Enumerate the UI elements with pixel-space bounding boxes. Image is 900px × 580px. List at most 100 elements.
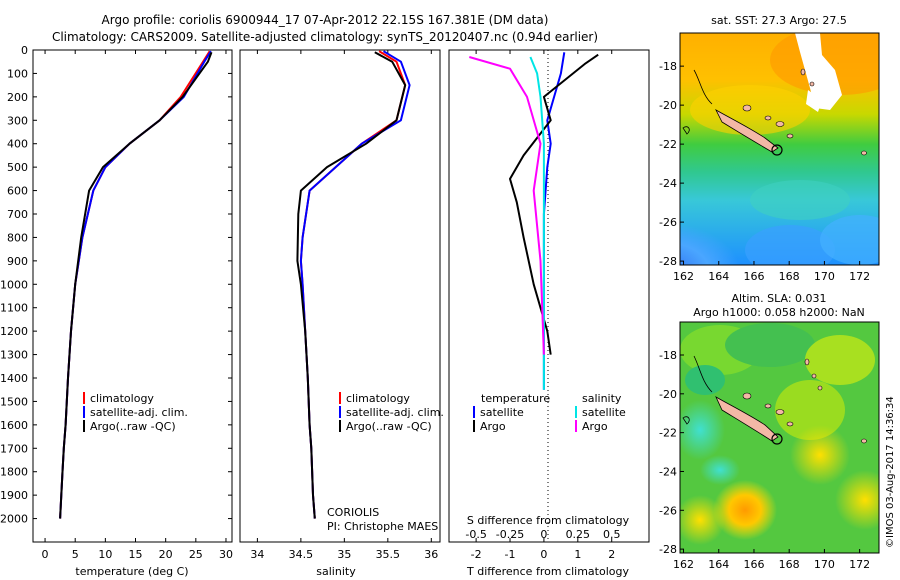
salinity-axes <box>239 49 441 543</box>
x-tick-label: 35 <box>337 548 351 561</box>
lat-tick-label: -24 <box>659 177 677 190</box>
coriolis-label: CORIOLIS <box>327 506 379 519</box>
temperature-x-axis: 0 5 10 15 20 25 30 <box>42 50 233 561</box>
sst-map-axes: 162 164 166 168 170 172 -18 -20 -22 -24 -26 -28 <box>659 60 870 283</box>
depth-tick-label: 1900 <box>0 489 28 502</box>
t-diff-xlabel: T difference from climatology <box>466 565 629 578</box>
difference-panel: -2 -1 0 1 2 -0.5 -0.25 0 0.25 0.5 temperature sat… <box>448 49 650 578</box>
salinity-legend: climatology satellite-adj. clim. Argo(..… <box>339 392 444 433</box>
x-tick-label: 10 <box>98 548 112 561</box>
sla-map-axes: 162 164 166 168 170 172 -18 -20 -22 -24 -26 -28 <box>659 349 870 571</box>
x-tick-label: 35.5 <box>376 548 401 561</box>
depth-tick-label: 200 <box>7 91 28 104</box>
legend-clim-label: climatology <box>90 392 154 405</box>
x-tick-label: 5 <box>72 548 79 561</box>
x-tick-label: 30 <box>219 548 233 561</box>
sla-map-panel: Altim. SLA: 0.031 Argo h1000: 0.058 h200… <box>659 292 880 571</box>
temperature-xlabel: temperature (deg C) <box>75 565 188 578</box>
legend-argo-label: Argo(..raw -QC) <box>90 420 176 433</box>
lon-tick-label: 172 <box>849 558 870 571</box>
depth-tick-label: 900 <box>7 255 28 268</box>
depth-tick-label: 1100 <box>0 302 28 315</box>
depth-tick-label: 1800 <box>0 466 28 479</box>
legend-sat-label: satellite-adj. clim. <box>346 406 444 419</box>
depth-tick-label: 1300 <box>0 349 28 362</box>
sla-map-title1: Altim. SLA: 0.031 <box>731 292 826 305</box>
lat-tick-label: -26 <box>659 216 677 229</box>
lon-tick-label: 166 <box>743 558 764 571</box>
lat-tick-label: -22 <box>659 138 677 151</box>
legend-temperature-title: temperature <box>481 392 550 405</box>
sst-map-frame <box>679 32 880 266</box>
depth-tick-label: 600 <box>7 185 28 198</box>
series-line-t-argo <box>509 53 599 355</box>
temperature-series <box>59 50 213 519</box>
lat-tick-label: -18 <box>659 349 677 362</box>
lon-tick-label: 164 <box>708 558 729 571</box>
salinity-x-axis: 34 34.5 35 35.5 36 <box>250 50 438 561</box>
depth-tick-label: 2000 <box>0 513 28 526</box>
lon-tick-label: 162 <box>673 270 694 283</box>
depth-tick-label: 1500 <box>0 395 28 408</box>
lon-tick-label: 162 <box>673 558 694 571</box>
salinity-series <box>296 50 411 519</box>
depth-tick-label: 1400 <box>0 372 28 385</box>
x-tick-label: 15 <box>129 548 143 561</box>
difference-legend: temperature satellite Argo salinity sate… <box>473 392 626 433</box>
depth-tick-label: 300 <box>7 114 28 127</box>
depth-tick-label: 500 <box>7 161 28 174</box>
temperature-panel: 0100200300400500600700800900100011001200… <box>0 44 649 578</box>
argo-location-marker <box>771 433 783 445</box>
s-tick-label: -0.5 <box>465 528 486 541</box>
temperature-axes <box>32 49 233 543</box>
x-tick-label: 36 <box>424 548 438 561</box>
lon-tick-label: 168 <box>779 558 800 571</box>
lat-tick-label: -20 <box>659 99 677 112</box>
lat-tick-label: -18 <box>659 60 677 73</box>
legend-sat-label: satellite-adj. clim. <box>90 406 188 419</box>
x-tick-label: 0 <box>42 548 49 561</box>
depth-tick-label: 0 <box>21 44 28 57</box>
legend-ssat-label: satellite <box>582 406 626 419</box>
lat-tick-label: -24 <box>659 465 677 478</box>
difference-series <box>469 52 599 390</box>
sla-map-title2: Argo h1000: 0.058 h2000: NaN <box>693 306 865 319</box>
lat-tick-label: -22 <box>659 427 677 440</box>
salinity-panel: 34 34.5 35 35.5 36 salinity climatology sate… <box>239 49 444 578</box>
imos-credit: ©IMOS 03-Aug-2017 14:36:34 <box>885 396 896 548</box>
x-tick-label: 25 <box>189 548 203 561</box>
x-tick-label: 34.5 <box>289 548 314 561</box>
sst-map-panel: sat. SST: 27.3 Argo: 27.5 162 164 166 168 17… <box>659 14 880 283</box>
lat-tick-label: -20 <box>659 388 677 401</box>
lat-tick-label: -28 <box>659 543 677 556</box>
depth-tick-label: 1000 <box>0 278 28 291</box>
series-line-s-argo <box>469 56 545 355</box>
x-tick-label: -1 <box>505 548 516 561</box>
s-diff-xlabel: S difference from climatology <box>467 514 630 527</box>
depth-tick-label: 1200 <box>0 325 28 338</box>
lat-tick-label: -28 <box>659 255 677 268</box>
series-line-argo-raw-qc- <box>59 51 213 519</box>
sla-map-frame <box>679 321 880 554</box>
s-tick-label: 0.25 <box>566 528 591 541</box>
difference-x-axis: -2 -1 0 1 2 -0.5 -0.25 0 0.25 0.5 <box>465 50 620 561</box>
s-tick-label: -0.25 <box>496 528 524 541</box>
legend-targo-label: Argo <box>480 420 506 433</box>
legend-tsat-label: satellite <box>480 406 524 419</box>
depth-tick-label: 400 <box>7 138 28 151</box>
temperature-legend: climatology satellite-adj. clim. Argo(..… <box>83 392 188 433</box>
lon-tick-label: 166 <box>743 270 764 283</box>
lon-tick-label: 168 <box>779 270 800 283</box>
sst-map-title: sat. SST: 27.3 Argo: 27.5 <box>711 14 847 27</box>
depth-tick-label: 700 <box>7 208 28 221</box>
x-tick-label: 1 <box>574 548 581 561</box>
depth-tick-label: 1700 <box>0 442 28 455</box>
depth-tick-label: 800 <box>7 231 28 244</box>
argo-location-marker <box>771 144 783 156</box>
depth-tick-label: 1600 <box>0 419 28 432</box>
depth-tick-label: 100 <box>7 67 28 80</box>
x-tick-label: 2 <box>608 548 615 561</box>
x-tick-label: 34 <box>250 548 264 561</box>
s-tick-label: 0.5 <box>603 528 621 541</box>
pi-label: PI: Christophe MAES <box>327 520 438 533</box>
